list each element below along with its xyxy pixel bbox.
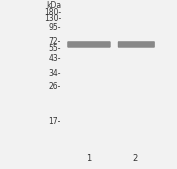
Text: 43-: 43- — [48, 54, 61, 63]
FancyBboxPatch shape — [118, 42, 155, 47]
Text: 17-: 17- — [49, 117, 61, 126]
Text: 72-: 72- — [49, 37, 61, 46]
Text: 180-: 180- — [44, 8, 61, 17]
Text: 130-: 130- — [44, 14, 61, 23]
Text: 26-: 26- — [49, 82, 61, 91]
Text: 55-: 55- — [48, 44, 61, 53]
Text: 1: 1 — [86, 153, 91, 163]
Text: 95-: 95- — [48, 22, 61, 32]
FancyBboxPatch shape — [68, 42, 110, 47]
Text: kDa: kDa — [46, 1, 61, 10]
Text: 2: 2 — [132, 153, 137, 163]
Text: 34-: 34- — [48, 69, 61, 78]
